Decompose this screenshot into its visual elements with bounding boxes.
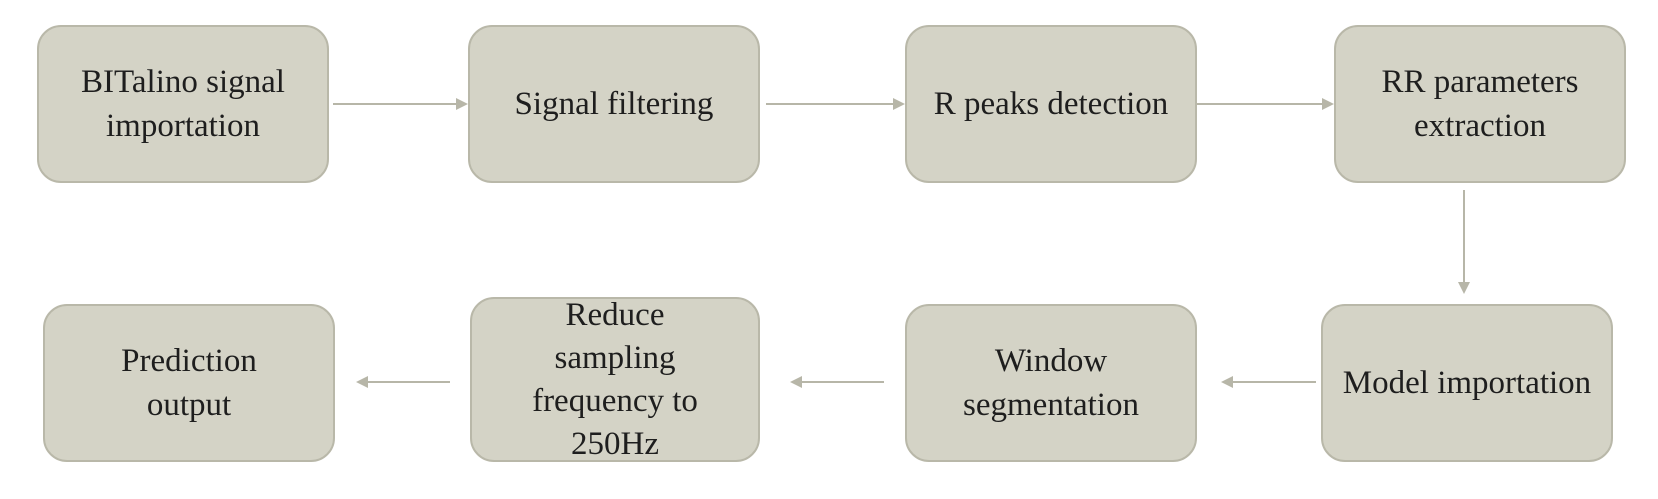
step-reduce-sampling-frequency: Reduce sampling frequency to 250Hz [470, 297, 760, 462]
step-label: R peaks detection [933, 86, 1169, 122]
arrow-model-to-window [1221, 376, 1316, 388]
step-window-segmentation: Window segmentation [905, 304, 1197, 462]
arrow-rrparams-to-model [1458, 190, 1470, 294]
step-signal-filtering: Signal filtering [468, 25, 760, 183]
step-label: Prediction output [121, 343, 257, 423]
step-label: Window segmentation [963, 343, 1139, 423]
step-rr-parameters-extraction: RR parameters extraction [1334, 25, 1626, 183]
step-label: BITalino signal importation [81, 64, 285, 144]
step-bitalino-signal-importation: BITalino signal importation [37, 25, 329, 183]
step-prediction-output: Prediction output [43, 304, 335, 462]
step-label: Signal filtering [514, 86, 714, 122]
arrow-window-to-reduce [790, 376, 884, 388]
step-label: RR parameters extraction [1381, 64, 1579, 144]
arrow-rpeaks-to-rrparams [1197, 98, 1334, 110]
step-label: Reduce sampling frequency to 250Hz [532, 296, 698, 462]
step-r-peaks-detection: R peaks detection [905, 25, 1197, 183]
step-label: Model importation [1342, 365, 1592, 401]
arrow-bitalino-to-filtering [333, 98, 468, 110]
arrow-filtering-to-rpeaks [766, 98, 905, 110]
step-model-importation: Model importation [1321, 304, 1613, 462]
arrow-reduce-to-prediction [356, 376, 450, 388]
